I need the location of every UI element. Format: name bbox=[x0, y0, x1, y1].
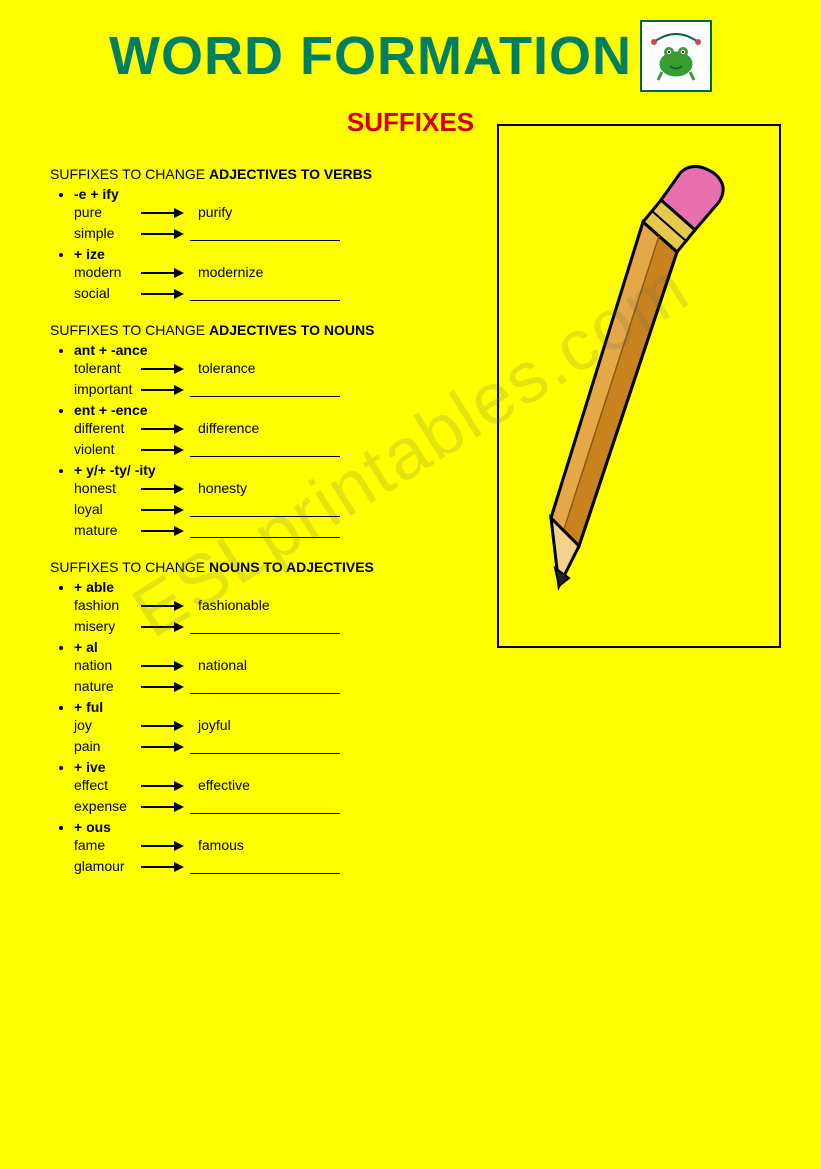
example-word: important bbox=[74, 379, 134, 400]
example-word: expense bbox=[74, 796, 134, 817]
arrow-icon bbox=[140, 681, 184, 693]
arrow-icon bbox=[140, 504, 184, 516]
example-word: tolerant bbox=[74, 358, 134, 379]
arrow-icon bbox=[140, 384, 184, 396]
example-word: fashion bbox=[74, 595, 134, 616]
arrow-icon bbox=[140, 621, 184, 633]
arrow-icon bbox=[140, 720, 184, 732]
example-word: different bbox=[74, 418, 134, 439]
example-word: violent bbox=[74, 439, 134, 460]
rule-label: + ous bbox=[74, 819, 771, 835]
example-word: misery bbox=[74, 616, 134, 637]
blank-line[interactable] bbox=[190, 226, 340, 241]
arrow-icon bbox=[140, 861, 184, 873]
example-result: effective bbox=[198, 775, 250, 796]
example-word: loyal bbox=[74, 499, 134, 520]
blank-line[interactable] bbox=[190, 859, 340, 874]
example-word: joy bbox=[74, 715, 134, 736]
arrow-icon bbox=[140, 228, 184, 240]
blank-line[interactable] bbox=[190, 382, 340, 397]
section-title-prefix: SUFFIXES TO CHANGE bbox=[50, 166, 209, 182]
arrow-icon bbox=[140, 525, 184, 537]
section-title-bold: NOUNS TO ADJECTIVES bbox=[209, 559, 374, 575]
example-word: pure bbox=[74, 202, 134, 223]
arrow-icon bbox=[140, 780, 184, 792]
blank-line[interactable] bbox=[190, 619, 340, 634]
rule-label: + ful bbox=[74, 699, 771, 715]
frog-badge-icon bbox=[640, 20, 712, 92]
example-word: mature bbox=[74, 520, 134, 541]
arrow-icon bbox=[140, 444, 184, 456]
rule-item: + iveeffect effective expense bbox=[74, 759, 771, 817]
example-word: glamour bbox=[74, 856, 134, 877]
section-title-bold: ADJECTIVES TO VERBS bbox=[209, 166, 372, 182]
example-word: honest bbox=[74, 478, 134, 499]
example-row: glamour bbox=[74, 856, 771, 877]
blank-line[interactable] bbox=[190, 799, 340, 814]
section-title-prefix: SUFFIXES TO CHANGE bbox=[50, 322, 209, 338]
arrow-icon bbox=[140, 660, 184, 672]
example-word: fame bbox=[74, 835, 134, 856]
example-row: pain bbox=[74, 736, 771, 757]
blank-line[interactable] bbox=[190, 739, 340, 754]
example-word: modern bbox=[74, 262, 134, 283]
example-result: honesty bbox=[198, 478, 247, 499]
section-title-bold: ADJECTIVES TO NOUNS bbox=[209, 322, 374, 338]
example-row: effect effective bbox=[74, 775, 771, 796]
example-word: effect bbox=[74, 775, 134, 796]
content-area: SUFFIXES TO CHANGE ADJECTIVES TO VERBS-e… bbox=[50, 166, 771, 877]
example-result: tolerance bbox=[198, 358, 256, 379]
arrow-icon bbox=[140, 363, 184, 375]
arrow-icon bbox=[140, 600, 184, 612]
example-result: modernize bbox=[198, 262, 263, 283]
blank-line[interactable] bbox=[190, 442, 340, 457]
example-row: fame famous bbox=[74, 835, 771, 856]
header: WORD FORMATION bbox=[50, 20, 771, 92]
example-row: joy joyful bbox=[74, 715, 771, 736]
arrow-icon bbox=[140, 801, 184, 813]
arrow-icon bbox=[140, 207, 184, 219]
rule-item: + fuljoy joyful pain bbox=[74, 699, 771, 757]
arrow-icon bbox=[140, 741, 184, 753]
example-word: nature bbox=[74, 676, 134, 697]
arrow-icon bbox=[140, 483, 184, 495]
example-result: difference bbox=[198, 418, 259, 439]
arrow-icon bbox=[140, 423, 184, 435]
rule-label: + ive bbox=[74, 759, 771, 775]
example-result: fashionable bbox=[198, 595, 270, 616]
example-row: nation national bbox=[74, 655, 771, 676]
example-result: joyful bbox=[198, 715, 231, 736]
blank-line[interactable] bbox=[190, 679, 340, 694]
blank-line[interactable] bbox=[190, 523, 340, 538]
arrow-icon bbox=[140, 288, 184, 300]
blank-line[interactable] bbox=[190, 286, 340, 301]
example-result: purify bbox=[198, 202, 232, 223]
example-row: expense bbox=[74, 796, 771, 817]
page-title: WORD FORMATION bbox=[109, 25, 632, 87]
worksheet-page: WORD FORMATION SUFFIXES bbox=[0, 0, 821, 899]
example-word: nation bbox=[74, 655, 134, 676]
example-word: social bbox=[74, 283, 134, 304]
rule-item: + ousfame famous glamour bbox=[74, 819, 771, 877]
example-word: simple bbox=[74, 223, 134, 244]
example-row: nature bbox=[74, 676, 771, 697]
pencil-illustration bbox=[497, 124, 781, 648]
blank-line[interactable] bbox=[190, 502, 340, 517]
example-word: pain bbox=[74, 736, 134, 757]
arrow-icon bbox=[140, 840, 184, 852]
example-result: famous bbox=[198, 835, 244, 856]
section-title-prefix: SUFFIXES TO CHANGE bbox=[50, 559, 209, 575]
arrow-icon bbox=[140, 267, 184, 279]
example-result: national bbox=[198, 655, 247, 676]
